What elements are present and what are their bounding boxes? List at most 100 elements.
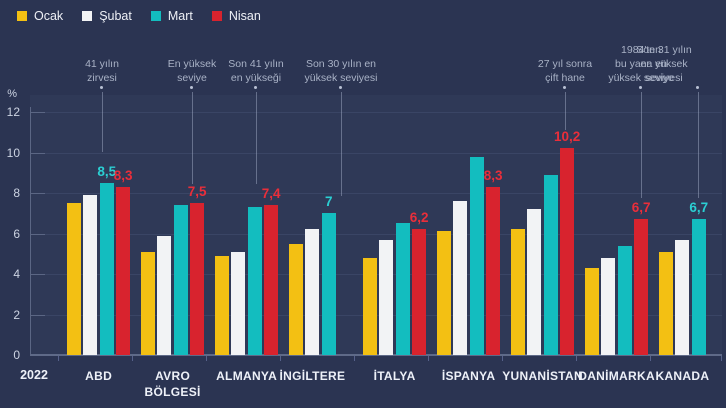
bar-value-label: 10,2 xyxy=(554,129,581,144)
annotation-line xyxy=(640,92,642,198)
x-axis-tick xyxy=(58,356,59,361)
annotation-line xyxy=(255,92,257,184)
y-axis-tick xyxy=(30,233,45,235)
bar-ocak xyxy=(215,256,229,355)
legend-label: Mart xyxy=(167,9,193,23)
legend-label: Ocak xyxy=(34,9,64,23)
y-axis-tick-label: 2 xyxy=(13,307,20,322)
annotation-text: Son 41 yılın en yükseği xyxy=(228,58,284,84)
y-axis-tick xyxy=(30,274,45,275)
bar-value-label: 6,7 xyxy=(631,200,651,215)
annotation-text: Son 31 yılın en yüksek seviyesi xyxy=(636,44,692,84)
bar-ocak xyxy=(363,258,377,355)
bar-nisan: 8,3 xyxy=(484,168,503,355)
bar-ocak xyxy=(659,252,673,355)
bar-şubat xyxy=(453,201,468,355)
y-axis-line xyxy=(30,107,31,355)
bar-mart xyxy=(469,157,484,355)
bar-mart: 8,5 xyxy=(97,164,116,355)
bar-mart xyxy=(395,223,410,355)
x-axis-tick xyxy=(354,356,355,361)
y-axis-tick-label: 8 xyxy=(13,186,20,200)
legend-swatch-şubat xyxy=(82,11,93,21)
gridline xyxy=(30,152,722,154)
annotation-text: Son 30 yılın en yüksek seviyesi xyxy=(304,58,378,84)
legend-swatch-mart xyxy=(150,11,161,21)
annotation-text: 1984'ten bu yana en yüksek seviye xyxy=(608,44,674,84)
annotation-line xyxy=(191,92,193,184)
bar-group-DANİMARKA: 6,7 xyxy=(585,200,651,355)
bar-nisan: 6,2 xyxy=(410,210,429,355)
x-axis-tick xyxy=(280,356,281,361)
bar-mart xyxy=(173,205,188,355)
legend-swatch-nisan xyxy=(211,11,222,21)
annotation-text: 27 yıl sonra çift hane xyxy=(537,58,593,84)
y-axis-unit-label: % xyxy=(7,88,17,100)
annotation-dot xyxy=(639,86,642,89)
bar-value-label: 8,3 xyxy=(483,168,503,183)
bar-ocak xyxy=(511,229,525,355)
legend-label: Nisan xyxy=(228,9,261,23)
x-axis-label: DANİMARKA xyxy=(578,369,655,383)
y-axis-tick-label: 0 xyxy=(13,348,20,362)
bar-group-KANADA: 6,7 xyxy=(659,200,708,355)
annotation-line xyxy=(564,92,566,130)
bar-value-label: 6,2 xyxy=(409,210,429,225)
y-axis-tick-label: 6 xyxy=(13,226,20,241)
bar-mart xyxy=(617,246,632,355)
x-axis-tick xyxy=(428,356,429,361)
y-axis-tick xyxy=(30,152,45,154)
legend: Ocak Şubat Mart Nisan xyxy=(17,9,261,23)
x-axis-line xyxy=(30,354,722,356)
bar-şubat xyxy=(527,209,542,355)
annotation-dot xyxy=(696,86,699,89)
bar-ocak xyxy=(141,252,155,355)
legend-item: Nisan xyxy=(211,9,261,23)
legend-item: Ocak xyxy=(17,9,63,23)
x-axis-label: KANADA xyxy=(655,369,710,383)
bar-şubat xyxy=(675,240,690,355)
bar-value-label: 6,7 xyxy=(689,200,709,215)
annotation-line xyxy=(101,92,103,152)
y-axis-tick xyxy=(30,193,45,194)
x-axis-tick xyxy=(132,356,133,361)
bar-group-İTALYA: 6,2 xyxy=(363,210,429,355)
x-axis-tick xyxy=(206,356,207,361)
bar-group-ALMANYA: 7,4 xyxy=(215,186,281,355)
bar-nisan: 7,4 xyxy=(262,186,281,355)
bar-ocak xyxy=(437,231,451,355)
x-axis-label: İTALYA xyxy=(373,369,416,383)
x-axis-tick xyxy=(576,356,577,361)
bar-group-ABD: 8,5 8,3 xyxy=(67,164,133,355)
bar-mart: 6,7 xyxy=(689,200,708,355)
year-label: 2022 xyxy=(20,368,48,382)
x-axis-label: İNGİLTERE xyxy=(279,369,346,383)
x-axis-label: ALMANYA xyxy=(216,369,278,383)
bar-mart xyxy=(247,207,262,355)
annotation-line xyxy=(697,92,699,198)
bar-ocak xyxy=(585,268,599,355)
annotation-dot xyxy=(339,86,342,89)
x-axis-tick xyxy=(502,356,503,361)
bar-şubat xyxy=(601,258,616,355)
x-axis-tick xyxy=(650,356,651,361)
bar-şubat xyxy=(83,195,98,355)
y-axis-tick-label: 10 xyxy=(6,145,20,160)
bar-ocak xyxy=(67,203,81,355)
x-axis-label: AVRO BÖLGESİ xyxy=(144,369,201,399)
bar-value-label: 7,4 xyxy=(261,186,281,201)
bar-value-label: 8,5 xyxy=(97,164,117,179)
bar-group-İSPANYA: 8,3 xyxy=(437,157,503,355)
legend-item: Şubat xyxy=(82,9,132,23)
x-axis-label: YUNANİSTAN xyxy=(502,369,583,383)
bar-value-label: 7 xyxy=(325,194,333,209)
bar-nisan: 7,5 xyxy=(188,184,207,355)
annotation-dot xyxy=(190,86,193,89)
bar-group-YUNANİSTAN: 10,2 xyxy=(511,129,580,355)
x-axis-label: ABD xyxy=(85,369,113,383)
bar-group-AVRO: 7,5 xyxy=(141,184,207,355)
y-axis-tick-label: 4 xyxy=(13,267,20,281)
bar-şubat xyxy=(157,236,172,355)
bar-ocak xyxy=(289,244,303,355)
